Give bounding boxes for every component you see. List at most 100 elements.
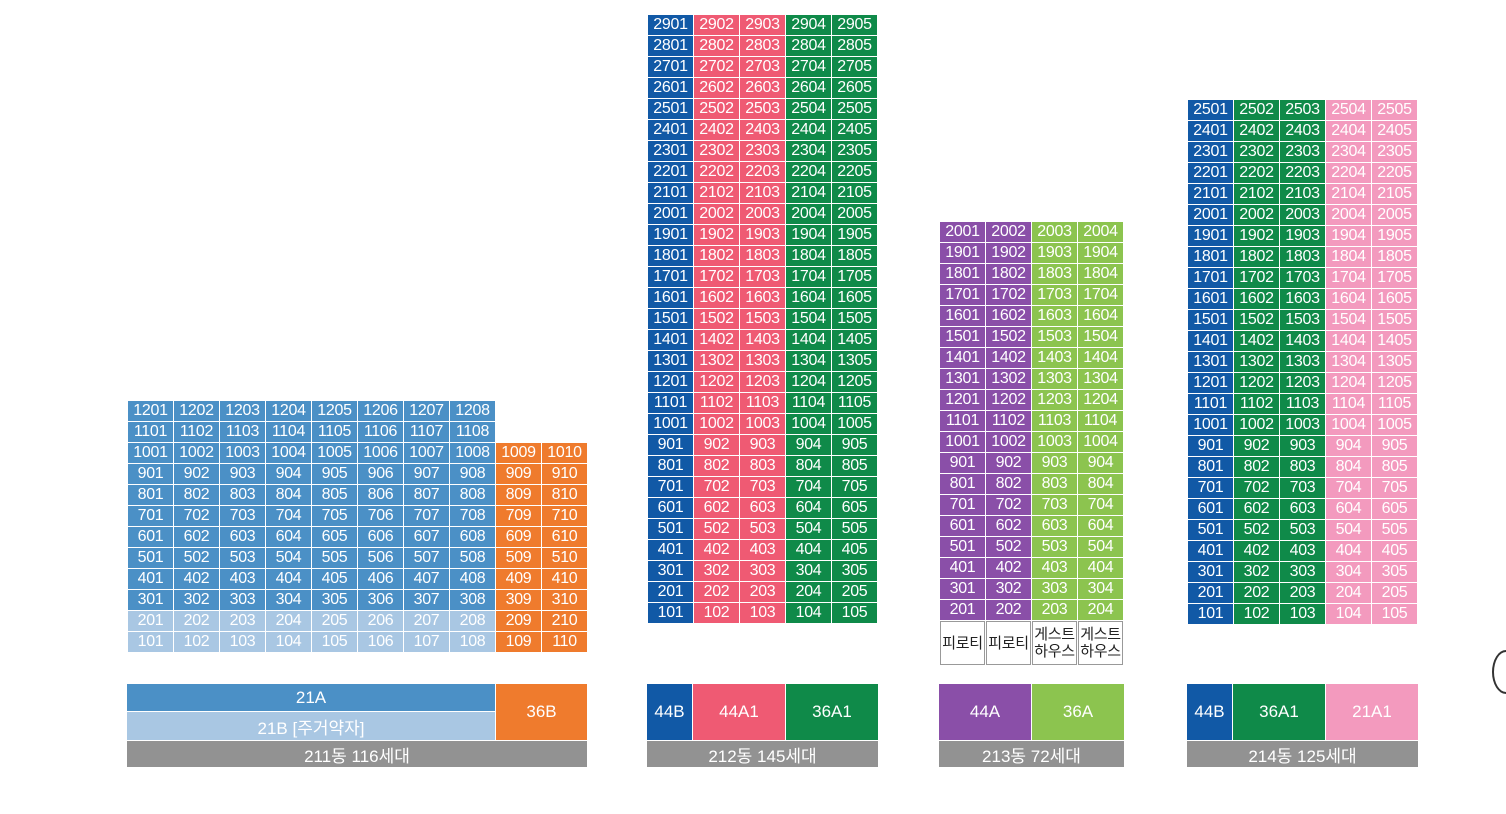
unit-cell: 902 xyxy=(174,464,219,484)
unit-cell: 1805 xyxy=(1372,247,1417,267)
unit-cell: 302 xyxy=(1234,562,1279,582)
legend-21A: 21A xyxy=(127,684,495,711)
unit-cell: 2101 xyxy=(648,183,693,203)
unit-cell: 2104 xyxy=(1326,184,1371,204)
unit-cell: 401 xyxy=(648,540,693,560)
unit-cell: 804 xyxy=(266,485,311,505)
floor-row: 2501 2502 2503 2504 2505 xyxy=(1188,100,1417,120)
unit-cell: 1901 xyxy=(1188,226,1233,246)
unit-cell: 1802 xyxy=(1234,247,1279,267)
floor-row: 301 302 303 304 xyxy=(940,579,1123,599)
unit-cell: 209 xyxy=(496,611,541,631)
unit-cell: 301 xyxy=(1188,562,1233,582)
unit-cell: 304 xyxy=(266,590,311,610)
unit-cell: 202 xyxy=(986,600,1031,620)
floor-row: 2901 2902 2903 2904 2905 xyxy=(648,15,877,35)
unit-cell: 101 xyxy=(128,632,173,652)
unit-cell: 2504 xyxy=(786,99,831,119)
unit-cell: 104 xyxy=(266,632,311,652)
unit-cell: 703 xyxy=(1280,478,1325,498)
unit-cell: 2701 xyxy=(648,57,693,77)
unit-cell: 1501 xyxy=(940,327,985,347)
floor-row: 1201 1202 1203 1204 1205 xyxy=(648,372,877,392)
unit-cell: 1904 xyxy=(1078,243,1123,263)
legend-44B: 44B xyxy=(1187,684,1232,740)
unit-cell: 1201 xyxy=(128,401,173,421)
unit-cell: 2403 xyxy=(740,120,785,140)
unit-cell: 2002 xyxy=(1234,205,1279,225)
unit-cell: 808 xyxy=(450,485,495,505)
unit-cell: 905 xyxy=(832,435,877,455)
unit-cell: 1006 xyxy=(358,443,403,463)
empty-cell xyxy=(542,401,587,421)
unit-cell: 1601 xyxy=(940,306,985,326)
unit-cell: 401 xyxy=(940,558,985,578)
unit-cell: 1904 xyxy=(786,225,831,245)
unit-cell: 309 xyxy=(496,590,541,610)
unit-cell: 2405 xyxy=(1372,121,1417,141)
floor-row: 201 202 203 204 205 xyxy=(648,582,877,602)
floor-row: 301 302 303 304 305 306 307 308 309 310 xyxy=(128,590,587,610)
floor-row: 1901 1902 1903 1904 1905 xyxy=(648,225,877,245)
unit-cell: 1504 xyxy=(1326,310,1371,330)
floor-row: 501 502 503 504 505 506 507 508 509 510 xyxy=(128,548,587,568)
unit-cell: 1501 xyxy=(648,309,693,329)
unit-cell: 1007 xyxy=(404,443,449,463)
building-211-footer: 211동 116세대 xyxy=(127,741,587,767)
floor-row: 1701 1702 1703 1704 xyxy=(940,285,1123,305)
floor-row: 401 402 403 404 405 xyxy=(648,540,877,560)
floor-row: 2601 2602 2603 2604 2605 xyxy=(648,78,877,98)
unit-cell: 2705 xyxy=(832,57,877,77)
legend-21A1: 21A1 xyxy=(1326,684,1418,740)
unit-cell: 2304 xyxy=(1326,142,1371,162)
unit-cell: 2704 xyxy=(786,57,831,77)
unit-cell: 802 xyxy=(174,485,219,505)
unit-cell: 305 xyxy=(312,590,357,610)
unit-cell: 708 xyxy=(450,506,495,526)
floor-row: 1601 1602 1603 1604 1605 xyxy=(648,288,877,308)
unit-cell: 2505 xyxy=(1372,100,1417,120)
unit-cell: 2202 xyxy=(1234,163,1279,183)
unit-cell: 2505 xyxy=(832,99,877,119)
unit-cell: 503 xyxy=(1280,520,1325,540)
unit-cell: 1001 xyxy=(648,414,693,434)
unit-cell: 1704 xyxy=(1326,268,1371,288)
unit-cell: 902 xyxy=(986,453,1031,473)
floor-row: 301 302 303 304 305 xyxy=(1188,562,1417,582)
unit-cell: 1001 xyxy=(1188,415,1233,435)
legend-36A: 36A xyxy=(1032,684,1124,740)
unit-cell: 1804 xyxy=(1078,264,1123,284)
unit-cell: 903 xyxy=(1280,436,1325,456)
unit-cell: 2901 xyxy=(648,15,693,35)
unit-cell: 1103 xyxy=(220,422,265,442)
unit-cell: 805 xyxy=(1372,457,1417,477)
unit-cell: 1204 xyxy=(786,372,831,392)
unit-cell: 302 xyxy=(174,590,219,610)
floor-row: 101 102 103 104 105 xyxy=(1188,604,1417,624)
floor-row: 2001 2002 2003 2004 2005 xyxy=(1188,205,1417,225)
unit-cell: 1105 xyxy=(832,393,877,413)
unit-cell: 106 xyxy=(358,632,403,652)
unit-cell: 204 xyxy=(266,611,311,631)
unit-cell: 1108 xyxy=(450,422,495,442)
unit-cell: 1002 xyxy=(1234,415,1279,435)
unit-cell: 2603 xyxy=(740,78,785,98)
unit-cell: 1601 xyxy=(648,288,693,308)
floor-row: 701 702 703 704 xyxy=(940,495,1123,515)
unit-cell: 1503 xyxy=(1032,327,1077,347)
unit-cell: 1903 xyxy=(740,225,785,245)
unit-cell: 1401 xyxy=(940,348,985,368)
building-213-grid: 2001 2002 2003 2004 1901 1902 1903 1904 1801 1802… xyxy=(939,221,1124,666)
unit-cell: 1702 xyxy=(694,267,739,287)
unit-cell: 2402 xyxy=(694,120,739,140)
unit-cell: 405 xyxy=(312,569,357,589)
unit-cell: 104 xyxy=(786,603,831,623)
unit-cell: 1202 xyxy=(986,390,1031,410)
unit-cell: 2301 xyxy=(648,141,693,161)
unit-cell: 2303 xyxy=(1280,142,1325,162)
unit-cell: 2805 xyxy=(832,36,877,56)
unit-cell: 2905 xyxy=(832,15,877,35)
unit-cell: 402 xyxy=(1234,541,1279,561)
unit-cell: 508 xyxy=(450,548,495,568)
floor-row: 1201 1202 1203 1204 xyxy=(940,390,1123,410)
